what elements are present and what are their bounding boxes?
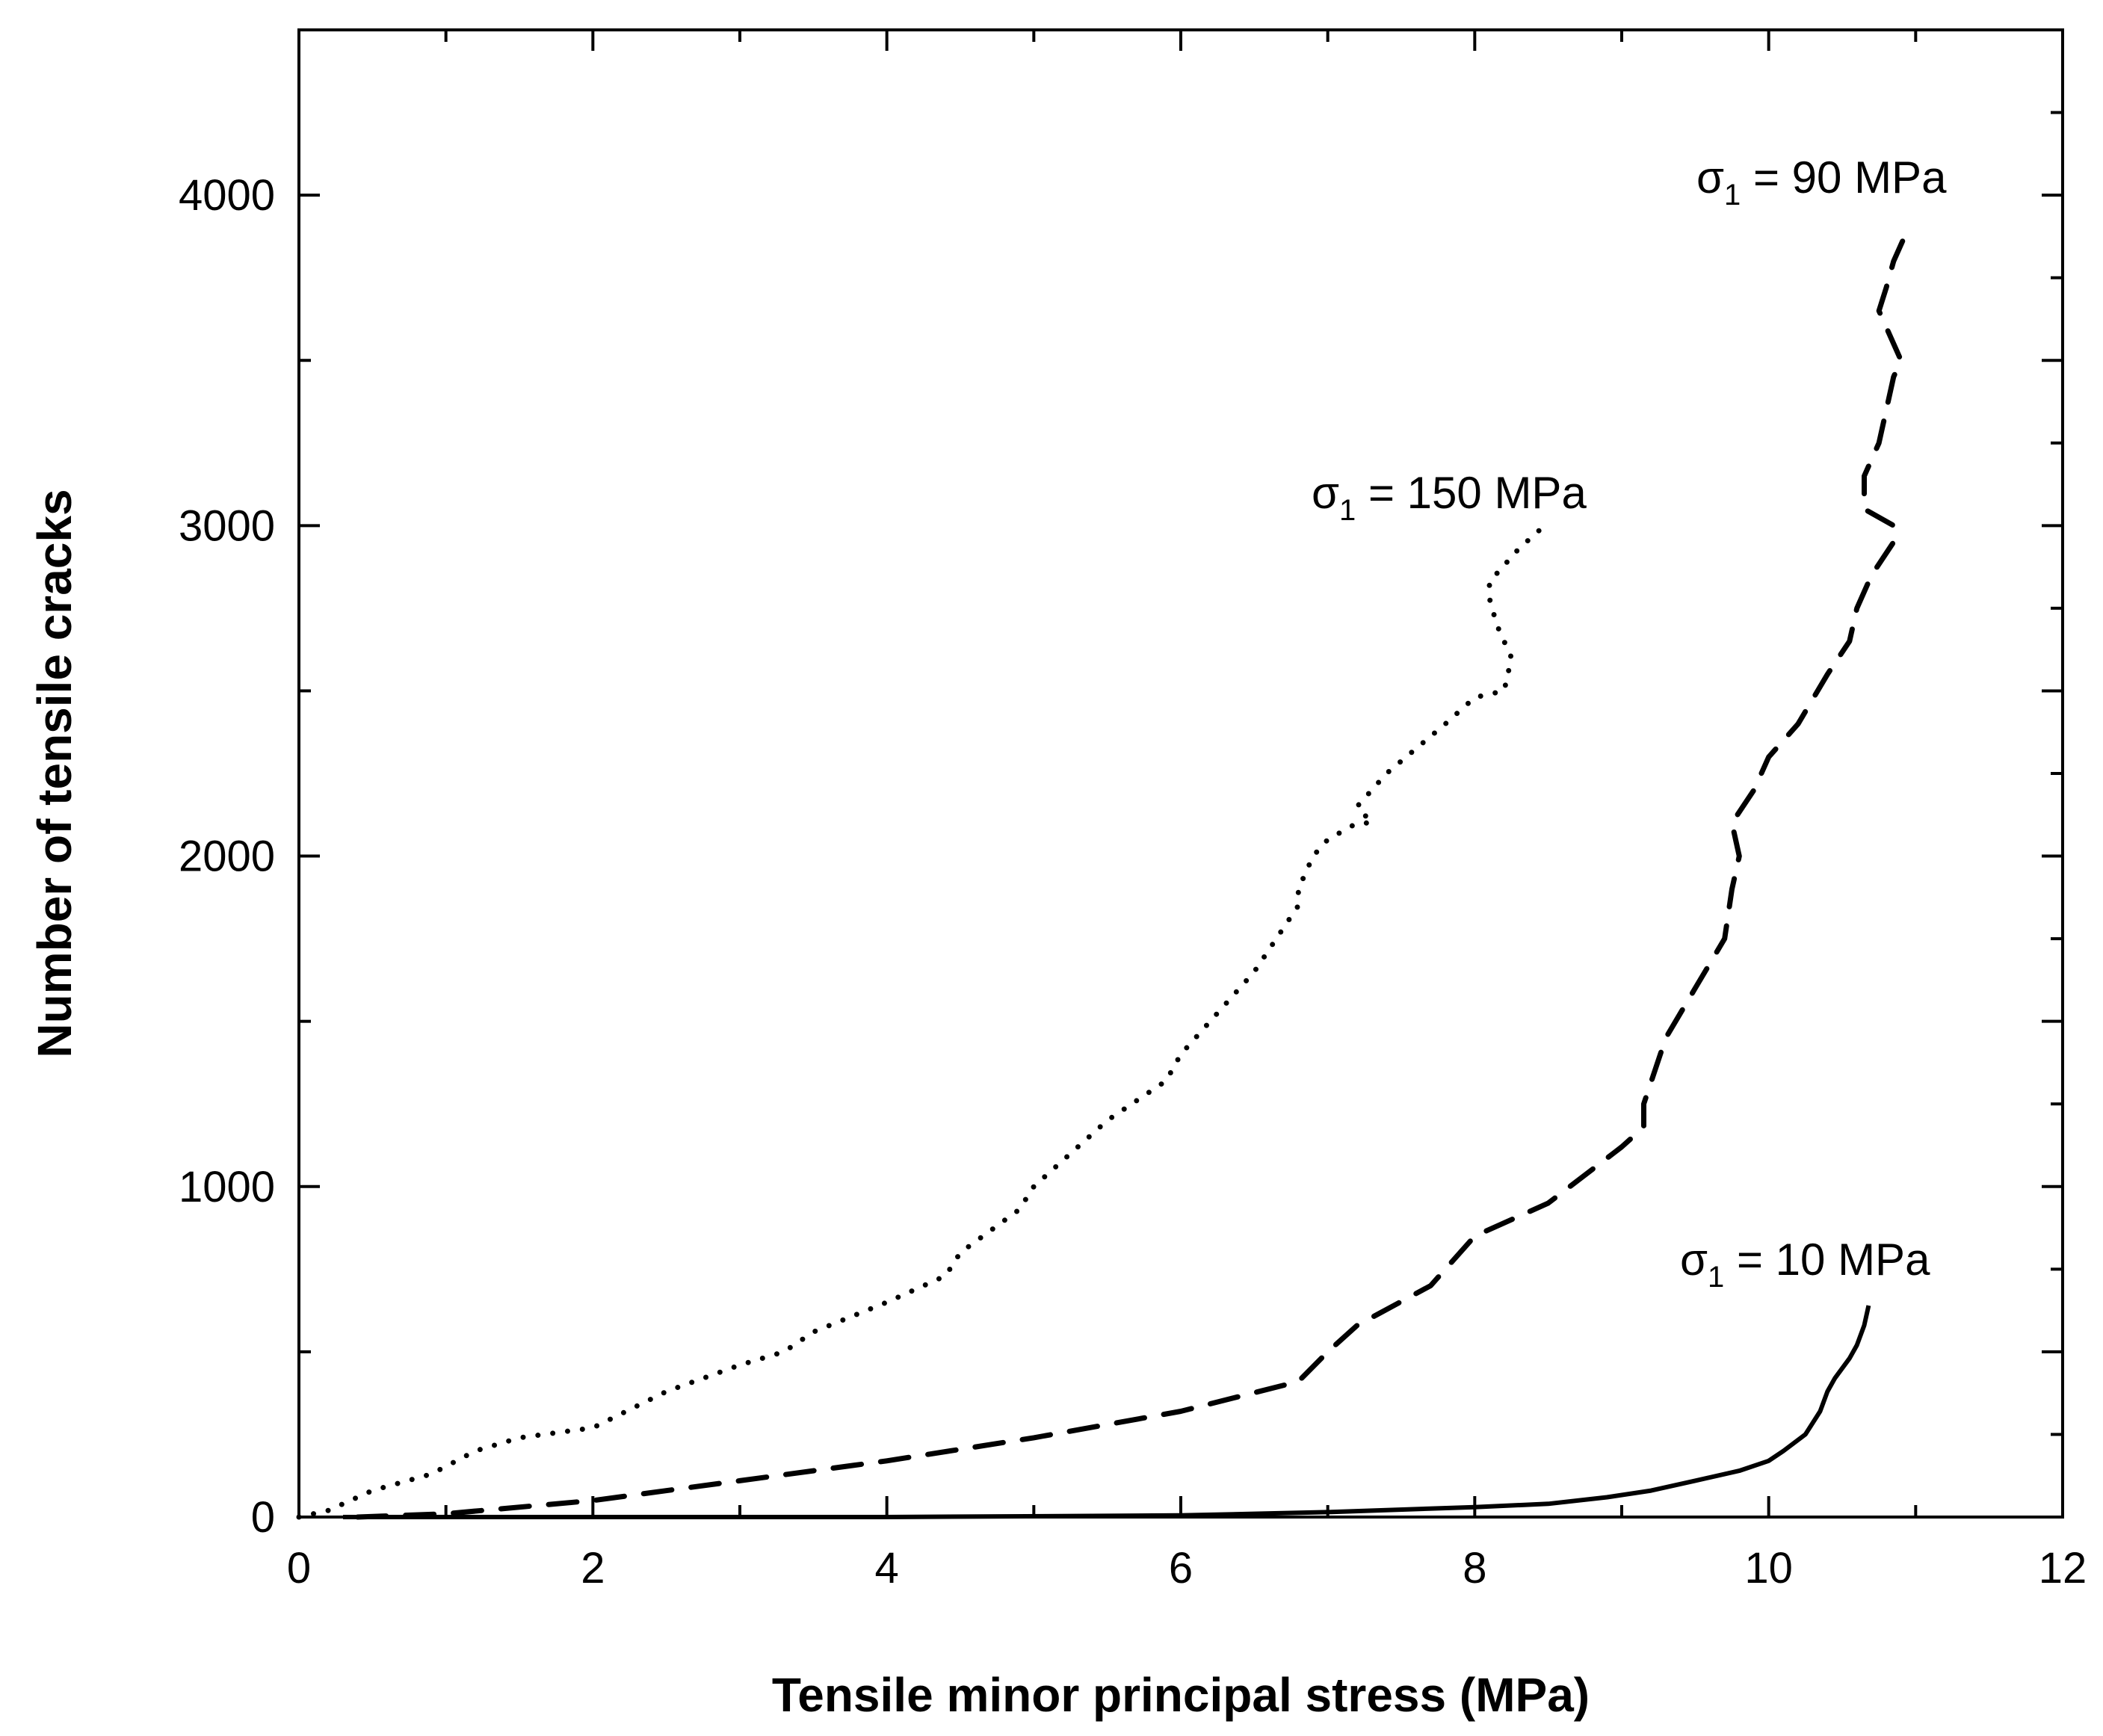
- series-annotations: σ1 = 150 MPa σ1 = 90 MPa σ1 = 10 MPa: [1312, 152, 1947, 1294]
- x-tick-label: 6: [1169, 1544, 1193, 1593]
- x-tick-label: 10: [1744, 1544, 1793, 1593]
- axis-tick-labels: 0 2 4 6 8 10 12 0 1000 2000 3000 4000: [179, 171, 2087, 1593]
- plot-frame: [297, 28, 2064, 1519]
- x-axis-title: Tensile minor principal stress (MPa): [772, 1668, 1590, 1722]
- y-tick-label: 4000: [179, 171, 275, 220]
- axis-ticks: [297, 30, 2064, 1519]
- x-tick-label: 8: [1463, 1544, 1486, 1593]
- x-tick-label: 4: [875, 1544, 899, 1593]
- x-tick-label: 2: [581, 1544, 605, 1593]
- y-tick-label: 1000: [179, 1163, 275, 1211]
- series-line-1: [296, 526, 1544, 1520]
- series-label-3: σ1 = 10 MPa: [1680, 1235, 1930, 1294]
- y-tick-label: 3000: [179, 501, 275, 550]
- y-axis-title: Number of tensile cracks: [28, 489, 81, 1057]
- y-tick-label: 2000: [179, 833, 275, 881]
- series-label-2: σ1 = 90 MPa: [1696, 152, 1947, 211]
- x-tick-label: 0: [287, 1544, 311, 1593]
- series-line-3: [343, 1305, 1871, 1519]
- series-layer: [296, 225, 1911, 1520]
- x-tick-label: 12: [2039, 1544, 2087, 1593]
- y-tick-label: 0: [251, 1493, 275, 1542]
- series-label-1: σ1 = 150 MPa: [1312, 468, 1587, 527]
- series-line-2: [355, 225, 1911, 1520]
